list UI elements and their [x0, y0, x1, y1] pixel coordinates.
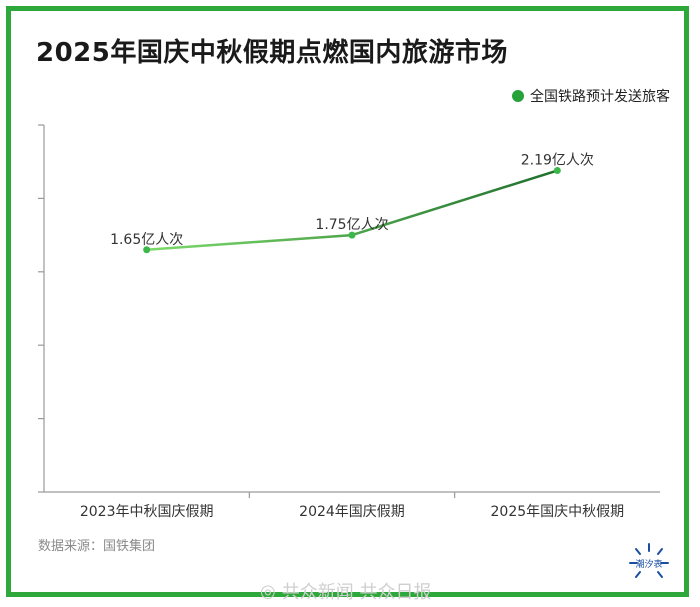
x-tick-label-2: 2025年国庆中秋假期: [491, 504, 625, 520]
weibo-icon: ◎: [260, 580, 276, 602]
data-label-2: 2.19亿人次: [521, 153, 594, 169]
data-label-1: 1.75亿人次: [315, 217, 388, 233]
page-title: 2025年国庆中秋假期点燃国内旅游市场: [36, 38, 508, 68]
watermark: ◎ 共众新闻 共众日报: [260, 578, 431, 604]
data-point-1: [348, 231, 356, 239]
x-tick-label-1: 2024年国庆假期: [299, 504, 405, 520]
data-label-0: 1.65亿人次: [110, 232, 183, 248]
chart-frame: [6, 6, 689, 597]
data-point-2: [553, 167, 561, 175]
data-source: 数据来源：国铁集团: [38, 539, 156, 554]
legend-label: 全国铁路预计发送旅客: [530, 89, 670, 105]
legend-dot-icon: [512, 90, 524, 102]
x-tick-label-0: 2023年中秋国庆假期: [80, 504, 214, 520]
sun-burst-icon: 潮汐表: [629, 543, 669, 578]
legend: 全国铁路预计发送旅客: [512, 86, 670, 106]
logo-text: 潮汐表: [635, 558, 662, 570]
data-point-0: [143, 246, 151, 254]
watermark-text: 共众新闻 共众日报: [281, 582, 432, 603]
brand-logo: 潮汐表: [628, 542, 670, 584]
